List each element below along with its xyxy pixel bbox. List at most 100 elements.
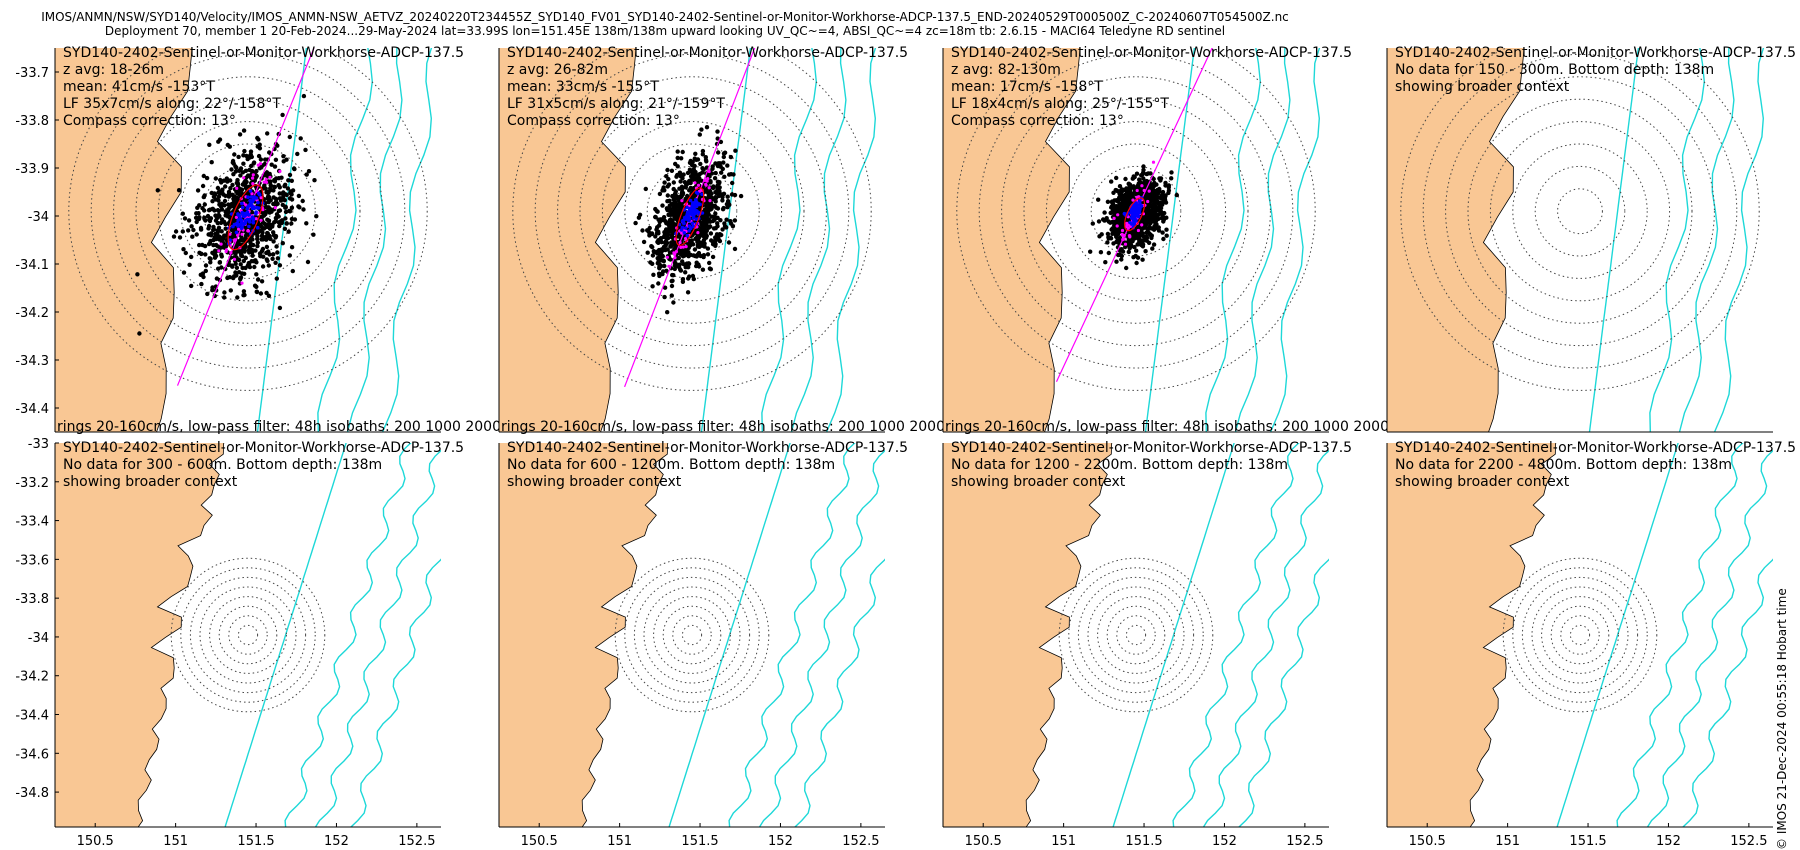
x-tick-label: 150.5 — [965, 834, 1002, 849]
panel-annotation: z avg: 82-130m — [951, 62, 1061, 78]
velocity-ring — [681, 624, 703, 646]
y-tick-label: -33.8 — [15, 592, 49, 607]
isobath-line — [761, 48, 818, 432]
panel-footer: rings 20-160cm/s, low-pass filter: 48h i… — [501, 419, 967, 435]
isobath-line — [224, 443, 347, 827]
y-tick-label: -34.2 — [15, 306, 49, 321]
y-tick-label: -34.3 — [15, 354, 49, 369]
plot-area — [499, 48, 877, 432]
panel-annotation: z avg: 26-82m — [507, 62, 608, 78]
panel-annotation: mean: 33cm/s -155°T — [507, 79, 659, 95]
panel-annotation: LF 18x4cm/s along: 25°/-155°T — [951, 96, 1169, 112]
velocity-ring — [1090, 165, 1182, 257]
y-tick-label: -33.2 — [15, 476, 49, 491]
velocity-ring — [135, 98, 361, 324]
land-mass — [1387, 443, 1557, 827]
figure-file-title: IMOS/ANMN/NSW/SYD140/Velocity/IMOS_ANMN-… — [41, 10, 1289, 24]
y-tick-label: -33.8 — [15, 114, 49, 129]
x-tick-label: 152.5 — [1730, 834, 1767, 849]
x-tick-label: 151.5 — [1125, 834, 1162, 849]
velocity-ring — [218, 605, 278, 665]
isobath-line — [1205, 48, 1262, 432]
isobath-line — [1112, 443, 1235, 827]
velocity-ring — [653, 596, 731, 674]
velocity-ring — [1489, 121, 1671, 302]
panel-annotation: Compass correction: 13° — [63, 113, 236, 129]
velocity-ring — [1557, 188, 1603, 235]
x-tick-label: 152.5 — [842, 834, 879, 849]
plot-area — [1387, 443, 1773, 827]
panel-r1c2: SYD140-2402-Sentinel-or-Monitor-Workhors… — [498, 45, 967, 435]
velocity-ring — [1534, 165, 1626, 257]
velocity-ring — [1502, 557, 1658, 713]
velocity-ring — [1023, 98, 1249, 324]
y-tick-label: -33.7 — [15, 66, 49, 81]
x-tick-label: 152 — [1656, 834, 1681, 849]
x-tick-label: 151.5 — [237, 834, 274, 849]
y-tick-label: -33 — [28, 437, 49, 452]
isobath-line — [349, 558, 441, 827]
panel-footer: rings 20-160cm/s, low-pass filter: 48h i… — [57, 419, 523, 435]
velocity-scatter — [135, 93, 319, 336]
velocity-ring — [199, 586, 297, 684]
isobath-line — [1681, 558, 1773, 827]
x-tick-label: 151 — [163, 834, 188, 849]
panel-r2c1: SYD140-2402-Sentinel-or-Monitor-Workhors… — [15, 437, 464, 849]
panel-title: SYD140-2402-Sentinel-or-Monitor-Workhors… — [63, 440, 464, 456]
velocity-ring — [956, 48, 1316, 391]
x-tick-label: 152 — [1212, 834, 1237, 849]
velocity-ring — [157, 121, 339, 302]
isobath-line — [1202, 449, 1329, 827]
velocity-ring — [1045, 121, 1227, 302]
panel-title: SYD140-2402-Sentinel-or-Monitor-Workhors… — [1395, 440, 1796, 456]
velocity-ring — [643, 586, 741, 684]
isobath-line — [700, 48, 752, 432]
isobath-line — [1172, 443, 1300, 827]
x-tick-label: 151 — [1495, 834, 1520, 849]
isobath-line — [758, 449, 885, 827]
y-tick-label: -34.1 — [15, 258, 49, 273]
isobath-line — [825, 48, 877, 432]
panel-annotation: Compass correction: 13° — [951, 113, 1124, 129]
panel-annotation: No data for 300 - 600m. Bottom depth: 13… — [63, 457, 382, 473]
velocity-ring — [1125, 624, 1147, 646]
isobath-line — [1713, 48, 1765, 432]
x-tick-label: 152.5 — [398, 834, 435, 849]
x-tick-label: 151.5 — [681, 834, 718, 849]
velocity-ring — [1068, 143, 1204, 279]
isobath-line — [1616, 443, 1744, 827]
y-tick-label: -33.4 — [15, 515, 49, 530]
velocity-ring — [1467, 98, 1693, 324]
panel-r2c4: SYD140-2402-Sentinel-or-Monitor-Workhors… — [1386, 440, 1796, 849]
panel-annotation: LF 31x5cm/s along: 21°/-159°T — [507, 96, 725, 112]
isobath-line — [1588, 48, 1640, 432]
velocity-ring — [1569, 624, 1591, 646]
plot-area — [943, 443, 1329, 827]
isobath-line — [1144, 48, 1196, 432]
velocity-ring — [1560, 615, 1600, 655]
y-tick-label: -34.8 — [15, 786, 49, 801]
velocity-ring — [1521, 576, 1639, 694]
velocity-ring — [1550, 605, 1610, 665]
panel-annotation: showing broader context — [1395, 79, 1570, 95]
isobath-line — [1678, 48, 1735, 432]
velocity-ring — [180, 567, 316, 703]
velocity-ring — [662, 605, 722, 665]
velocity-ring — [68, 48, 428, 391]
isobath-line — [1237, 558, 1329, 827]
velocity-ring — [624, 143, 760, 279]
panel-annotation: z avg: 18-26m — [63, 62, 164, 78]
velocity-ring — [228, 615, 268, 655]
velocity-ring — [978, 53, 1294, 369]
imos-credit: © IMOS 21-Dec-2024 00:55:18 Hobart time — [1775, 588, 1789, 850]
velocity-ring — [646, 165, 738, 257]
isobath-line — [1234, 48, 1291, 432]
isobath-line — [317, 48, 374, 432]
panel-r1c4: SYD140-2402-Sentinel-or-Monitor-Workhors… — [1386, 45, 1796, 433]
panel-title: SYD140-2402-Sentinel-or-Monitor-Workhors… — [63, 45, 464, 61]
panel-annotation: Compass correction: 13° — [507, 113, 680, 129]
x-tick-label: 152 — [324, 834, 349, 849]
velocity-ring — [237, 624, 259, 646]
y-tick-label: -34.2 — [15, 670, 49, 685]
y-tick-label: -34.6 — [15, 747, 49, 762]
